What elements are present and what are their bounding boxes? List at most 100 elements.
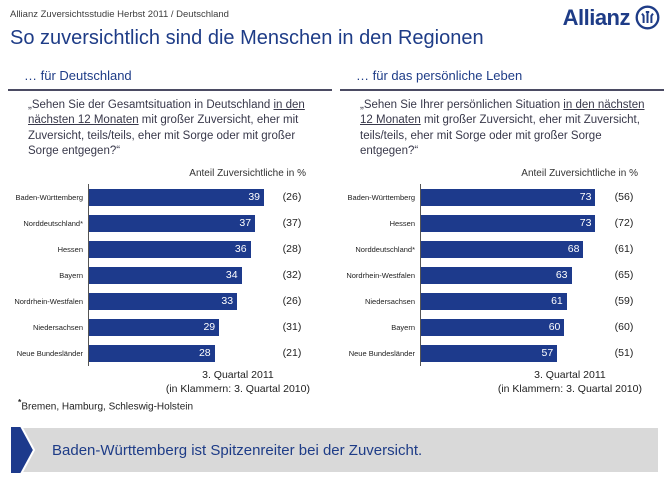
caption-line: 3. Quartal 2011 <box>202 369 274 382</box>
bar: 33 <box>89 292 238 310</box>
panels-container: … für Deutschland „Sehen Sie der Gesamts… <box>8 64 664 396</box>
chart-row: Neue Bundesländer 57 (51) <box>340 340 664 367</box>
key-message-banner: Baden-Württemberg ist Spitzenreiter bei … <box>9 425 658 475</box>
bar-category-label: Hessen <box>389 218 415 228</box>
question-underlined-text: in den nächsten 12 Monaten <box>360 99 645 127</box>
chart-row: Baden-Württemberg 73 (56) <box>340 184 664 211</box>
chart-caption: 3. Quartal 2011 (in Klammern: 3. Quartal… <box>166 369 310 396</box>
question-text: mit großer Zuversicht, eher mit Zuversic… <box>28 114 299 157</box>
bar: 36 <box>89 240 251 258</box>
bar-category-label: Niedersachsen <box>364 296 415 306</box>
bar: 37 <box>89 214 256 232</box>
bar-plot-area: 73 <box>420 210 605 237</box>
allianz-emblem-icon <box>635 5 660 30</box>
key-message-text: Baden-Württemberg ist Spitzenreiter bei … <box>52 441 423 459</box>
chart-row: Neue Bundesländer 28 (21) <box>8 340 332 367</box>
bar: 63 <box>421 266 572 284</box>
previous-year-value: (61) <box>614 243 634 256</box>
chart-row: Niedersachsen 29 (31) <box>8 314 332 341</box>
bar: 28 <box>89 344 215 362</box>
bar-plot-area: 63 <box>420 262 605 289</box>
previous-year-value: (59) <box>614 295 634 308</box>
panel-subtitle-deutschland: … für Deutschland <box>24 68 132 83</box>
previous-year-value: (26) <box>282 295 302 308</box>
bar-value-label: 36 <box>234 243 247 256</box>
bar-chart-deutschland: Baden-Württemberg 39 (26) Norddeutschland* 3… <box>8 184 332 367</box>
bar: 57 <box>421 344 558 362</box>
bar-value-label: 33 <box>221 295 234 308</box>
previous-year-value: (32) <box>282 269 302 282</box>
bar-plot-area: 37 <box>88 210 273 237</box>
chart-row: Bayern 34 (32) <box>8 262 332 289</box>
bar-value-label: 73 <box>579 217 592 230</box>
chart-row: Hessen 36 (28) <box>8 236 332 263</box>
question-underlined-text: in den nächsten 12 Monaten <box>28 99 305 127</box>
bar-value-label: 73 <box>579 191 592 204</box>
chart-row: Nordrhein-Westfalen 63 (65) <box>340 262 664 289</box>
bar-value-label: 61 <box>551 295 563 308</box>
bar: 73 <box>421 188 596 206</box>
bar-category-label: Baden-Württemberg <box>15 192 83 202</box>
bar-category-label: Bayern <box>391 322 415 332</box>
chart-row: Norddeutschland* 37 (37) <box>8 210 332 237</box>
bar-value-label: 34 <box>225 269 238 282</box>
bar-value-label: 57 <box>541 347 554 360</box>
breadcrumb: Allianz Zuversichtsstudie Herbst 2011 / … <box>10 9 229 20</box>
footnote-text: Bremen, Hamburg, Schleswig-Holstein <box>21 401 194 413</box>
bar-plot-area: 61 <box>420 288 605 315</box>
bar: 29 <box>89 318 220 336</box>
page-title: So zuversichtlich sind die Menschen in d… <box>10 27 484 49</box>
divider <box>8 89 332 91</box>
chart-row: Nordrhein-Westfalen 33 (26) <box>8 288 332 315</box>
bar-plot-area: 39 <box>88 184 273 211</box>
bar-category-label: Hessen <box>57 244 83 254</box>
question-text: „Sehen Sie Ihrer persönlichen Situation <box>360 99 564 111</box>
bar-category-label: Baden-Württemberg <box>347 192 415 202</box>
bar-value-label: 68 <box>567 243 580 256</box>
previous-year-value: (37) <box>282 217 302 230</box>
bar-category-label: Nordrhein-Westfalen <box>14 296 83 306</box>
bar: 60 <box>421 318 565 336</box>
bar: 61 <box>421 292 567 310</box>
divider <box>340 89 664 91</box>
chart-row: Baden-Württemberg 39 (26) <box>8 184 332 211</box>
bar-value-label: 28 <box>198 347 211 360</box>
survey-question-deutschland: „Sehen Sie der Gesamtsituation in Deutsc… <box>28 98 324 159</box>
bar-category-label: Nordrhein-Westfalen <box>346 270 415 280</box>
allianz-logo-text: Allianz <box>562 4 631 30</box>
bar-category-label: Norddeutschland* <box>23 218 83 228</box>
chart-row: Niedersachsen 61 (59) <box>340 288 664 315</box>
bar-plot-area: 34 <box>88 262 273 289</box>
bar-plot-area: 36 <box>88 236 273 263</box>
bar-category-label: Niedersachsen <box>32 322 83 332</box>
previous-year-value: (21) <box>282 347 302 360</box>
previous-year-value: (60) <box>614 321 634 334</box>
value-axis-label: Anteil Zuversichtliche in % <box>189 168 306 180</box>
panel-persoenliches-leben: … für das persönliche Leben „Sehen Sie I… <box>340 64 664 396</box>
question-text: „Sehen Sie der Gesamtsituation in Deutsc… <box>28 99 274 111</box>
chart-row: Bayern 60 (60) <box>340 314 664 341</box>
previous-year-value: (56) <box>614 191 634 204</box>
bar-plot-area: 60 <box>420 314 605 341</box>
question-text: mit großer Zuversicht, eher mit Zuversic… <box>360 114 640 157</box>
bar-value-label: 39 <box>248 191 261 204</box>
footnote-marker: * <box>18 397 22 407</box>
chart-row: Norddeutschland* 68 (61) <box>340 236 664 263</box>
bar-plot-area: 33 <box>88 288 273 315</box>
caption-line: 3. Quartal 2011 <box>534 369 606 382</box>
top-bar: Allianz Zuversichtsstudie Herbst 2011 / … <box>10 5 660 30</box>
previous-year-value: (28) <box>282 243 302 256</box>
bar-value-label: 60 <box>548 321 561 334</box>
bar-plot-area: 28 <box>88 340 273 367</box>
previous-year-value: (65) <box>614 269 634 282</box>
bar-value-label: 37 <box>239 217 252 230</box>
previous-year-value: (72) <box>614 217 634 230</box>
value-axis-label: Anteil Zuversichtliche in % <box>521 168 638 180</box>
bar-plot-area: 73 <box>420 184 605 211</box>
caption-line: (in Klammern: 3. Quartal 2010) <box>165 382 310 395</box>
bar: 39 <box>89 188 265 206</box>
survey-question-persoenliches-leben: „Sehen Sie Ihrer persönlichen Situation … <box>360 98 656 159</box>
bar: 68 <box>421 240 584 258</box>
bar: 73 <box>421 214 596 232</box>
chart-caption: 3. Quartal 2011 (in Klammern: 3. Quartal… <box>498 369 642 396</box>
